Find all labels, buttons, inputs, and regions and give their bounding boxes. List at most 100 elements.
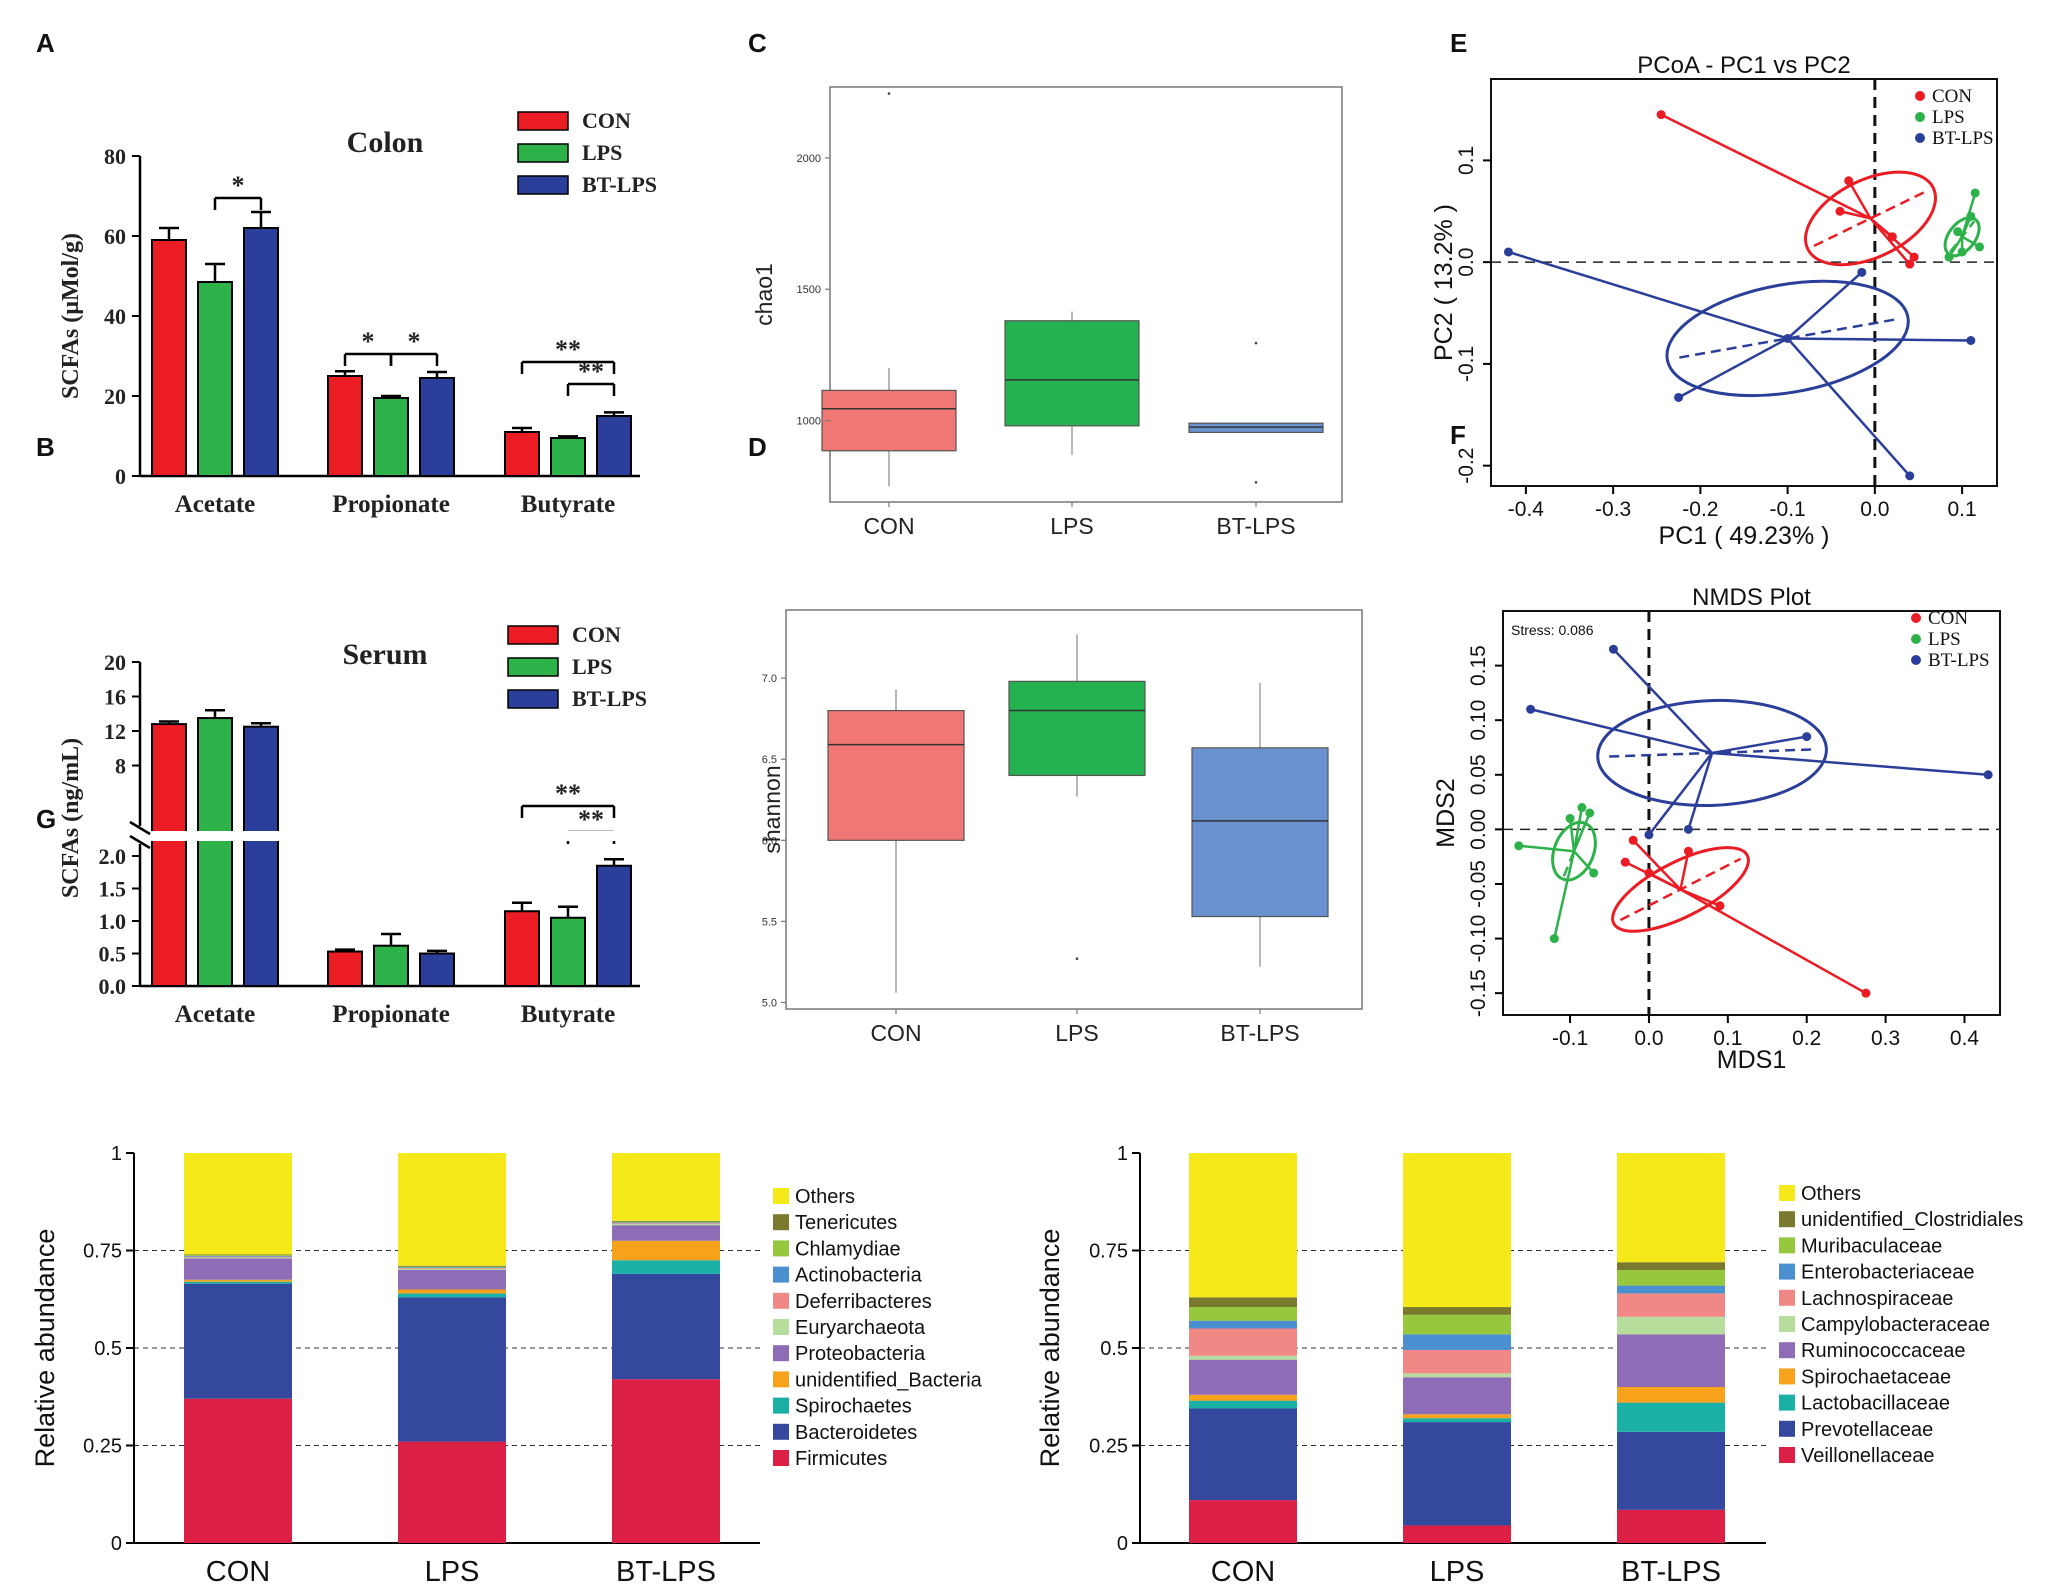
panel-letter-F: F [1450, 420, 1466, 450]
y-tick-label: -0.15 [1467, 969, 1490, 1017]
legend-label: Spirochaetaceae [1801, 1366, 1951, 1388]
x-tick-label: BT-LPS [1216, 513, 1295, 539]
y-tick-label: -0.1 [1455, 346, 1478, 382]
y-tick-label: 0.5 [1100, 1338, 1128, 1360]
segment-unidentified_Bacteria [184, 1279, 292, 1282]
point-CON [1844, 176, 1854, 186]
legend-swatch [773, 1292, 789, 1309]
x-tick-label: LPS [1430, 1556, 1485, 1588]
y-tick-label: 6.5 [762, 754, 777, 766]
point-LPS [1944, 252, 1954, 262]
segment-Lactobacillaceae [1189, 1400, 1297, 1409]
segment-Enterobacteriaceae [1617, 1285, 1725, 1294]
segment-Chlamydiae [398, 1266, 506, 1268]
segment-Prevotellaceae [1617, 1431, 1725, 1510]
box-outlier [887, 92, 891, 95]
legend-swatch [773, 1423, 789, 1440]
y-tick-label: 0.1 [1455, 146, 1478, 175]
segment-Lachnospiraceae [1403, 1349, 1511, 1374]
point-LPS [1975, 242, 1985, 252]
segment-Tenericutes [184, 1254, 292, 1256]
point-BT-LPS [1966, 335, 1976, 345]
axis-break-mark [129, 834, 151, 850]
bar-BT-LPS-Propionate [419, 377, 455, 477]
point-CON [1887, 232, 1897, 242]
y-axis-label: PC2 ( 13.2% ) [1430, 204, 1458, 361]
spider-line [1572, 812, 1591, 852]
legend-label: Ruminococcaceae [1801, 1340, 1966, 1362]
point-LPS [1970, 188, 1980, 198]
box-CON [821, 389, 957, 452]
segment-Euryarchaeota [612, 1223, 720, 1226]
segment-unidentified_Clostridiales [1189, 1297, 1297, 1308]
segment-Muribaculaceae [1403, 1314, 1511, 1335]
legend-swatch [1779, 1447, 1795, 1463]
y-tick-label: 2000 [797, 153, 821, 165]
significance-star: ** [578, 357, 604, 386]
panel-letter-A: A [36, 28, 55, 58]
legend-swatch [1779, 1420, 1795, 1437]
legend-swatch [773, 1266, 789, 1283]
legend-swatch [507, 689, 559, 709]
point-CON [1861, 988, 1871, 998]
point-BT-LPS [1503, 247, 1513, 257]
legend-marker [1915, 91, 1925, 101]
point-CON [1683, 846, 1693, 856]
box-LPS [1008, 680, 1146, 777]
segment-Others [612, 1153, 720, 1221]
y-tick-label: 12 [104, 719, 126, 744]
ellipse-BT-LPS [1596, 698, 1828, 807]
box-LPS [1004, 320, 1140, 427]
bar-BT-LPS-Acetate [243, 227, 279, 477]
legend-swatch [773, 1188, 789, 1204]
box-CON [827, 709, 965, 841]
chart-title: NMDS Plot [1692, 584, 1811, 611]
y-axis-label: shannon [759, 765, 785, 853]
x-tick-label: CON [863, 513, 914, 539]
significance-star: * [408, 327, 421, 356]
y-tick-label: 0.00 [1467, 809, 1490, 850]
segment-unidentified_Bacteria [398, 1289, 506, 1294]
x-tick-label: CON [1211, 1556, 1275, 1588]
spider-line [1786, 271, 1863, 340]
point-BT-LPS [1644, 830, 1654, 840]
legend-marker [1915, 112, 1925, 122]
x-tick-label: 0.2 [1792, 1027, 1821, 1050]
y-tick-label: 0 [1117, 1533, 1128, 1555]
y-axis-label: MDS2 [1432, 778, 1460, 847]
box-BT-LPS [1191, 747, 1329, 918]
legend-swatch [517, 111, 569, 131]
legend-swatch [773, 1240, 789, 1257]
segment-Spirochaetes [184, 1281, 292, 1284]
segment-Campylobacteraceae [1189, 1355, 1297, 1360]
ellipse-axis [1813, 189, 1928, 248]
y-tick-label: 0.10 [1467, 700, 1490, 741]
y-tick-label: 7.0 [762, 673, 777, 685]
x-tick-label: 0.1 [1948, 498, 1977, 521]
ellipse-CON [1611, 846, 1750, 933]
stress-annotation: Stress: 0.086 [1511, 622, 1594, 638]
legend-label: Spirochaetes [795, 1396, 912, 1418]
chart-title: Serum [343, 638, 428, 671]
y-tick-label: 5.0 [762, 998, 777, 1010]
legend-label: LPS [582, 140, 622, 165]
legend-label: Campylobacteraceae [1801, 1314, 1990, 1336]
spider-line [1680, 888, 1721, 907]
spider-line [1573, 850, 1595, 874]
bar-LPS-Propionate [373, 397, 409, 477]
bar-CON-Propionate [327, 950, 363, 987]
y-tick-label: 60 [104, 224, 126, 249]
legend-label: unidentified_Bacteria [795, 1369, 983, 1391]
segment-Actinobacteria [612, 1222, 720, 1224]
bar-CON-Butyrate [504, 431, 540, 477]
y-axis-label: chao1 [751, 263, 777, 326]
point-CON [1905, 259, 1915, 269]
point-BT-LPS [1526, 704, 1536, 714]
spider-line [1687, 752, 1714, 830]
legend-label: Enterobacteriaceae [1801, 1262, 1974, 1284]
box-outlier [1254, 341, 1258, 345]
legend-label: CON [1932, 86, 1972, 107]
y-tick-label: 0.15 [1467, 645, 1490, 686]
legend-label: BT-LPS [1932, 128, 1994, 149]
significance-star: * [362, 327, 375, 356]
